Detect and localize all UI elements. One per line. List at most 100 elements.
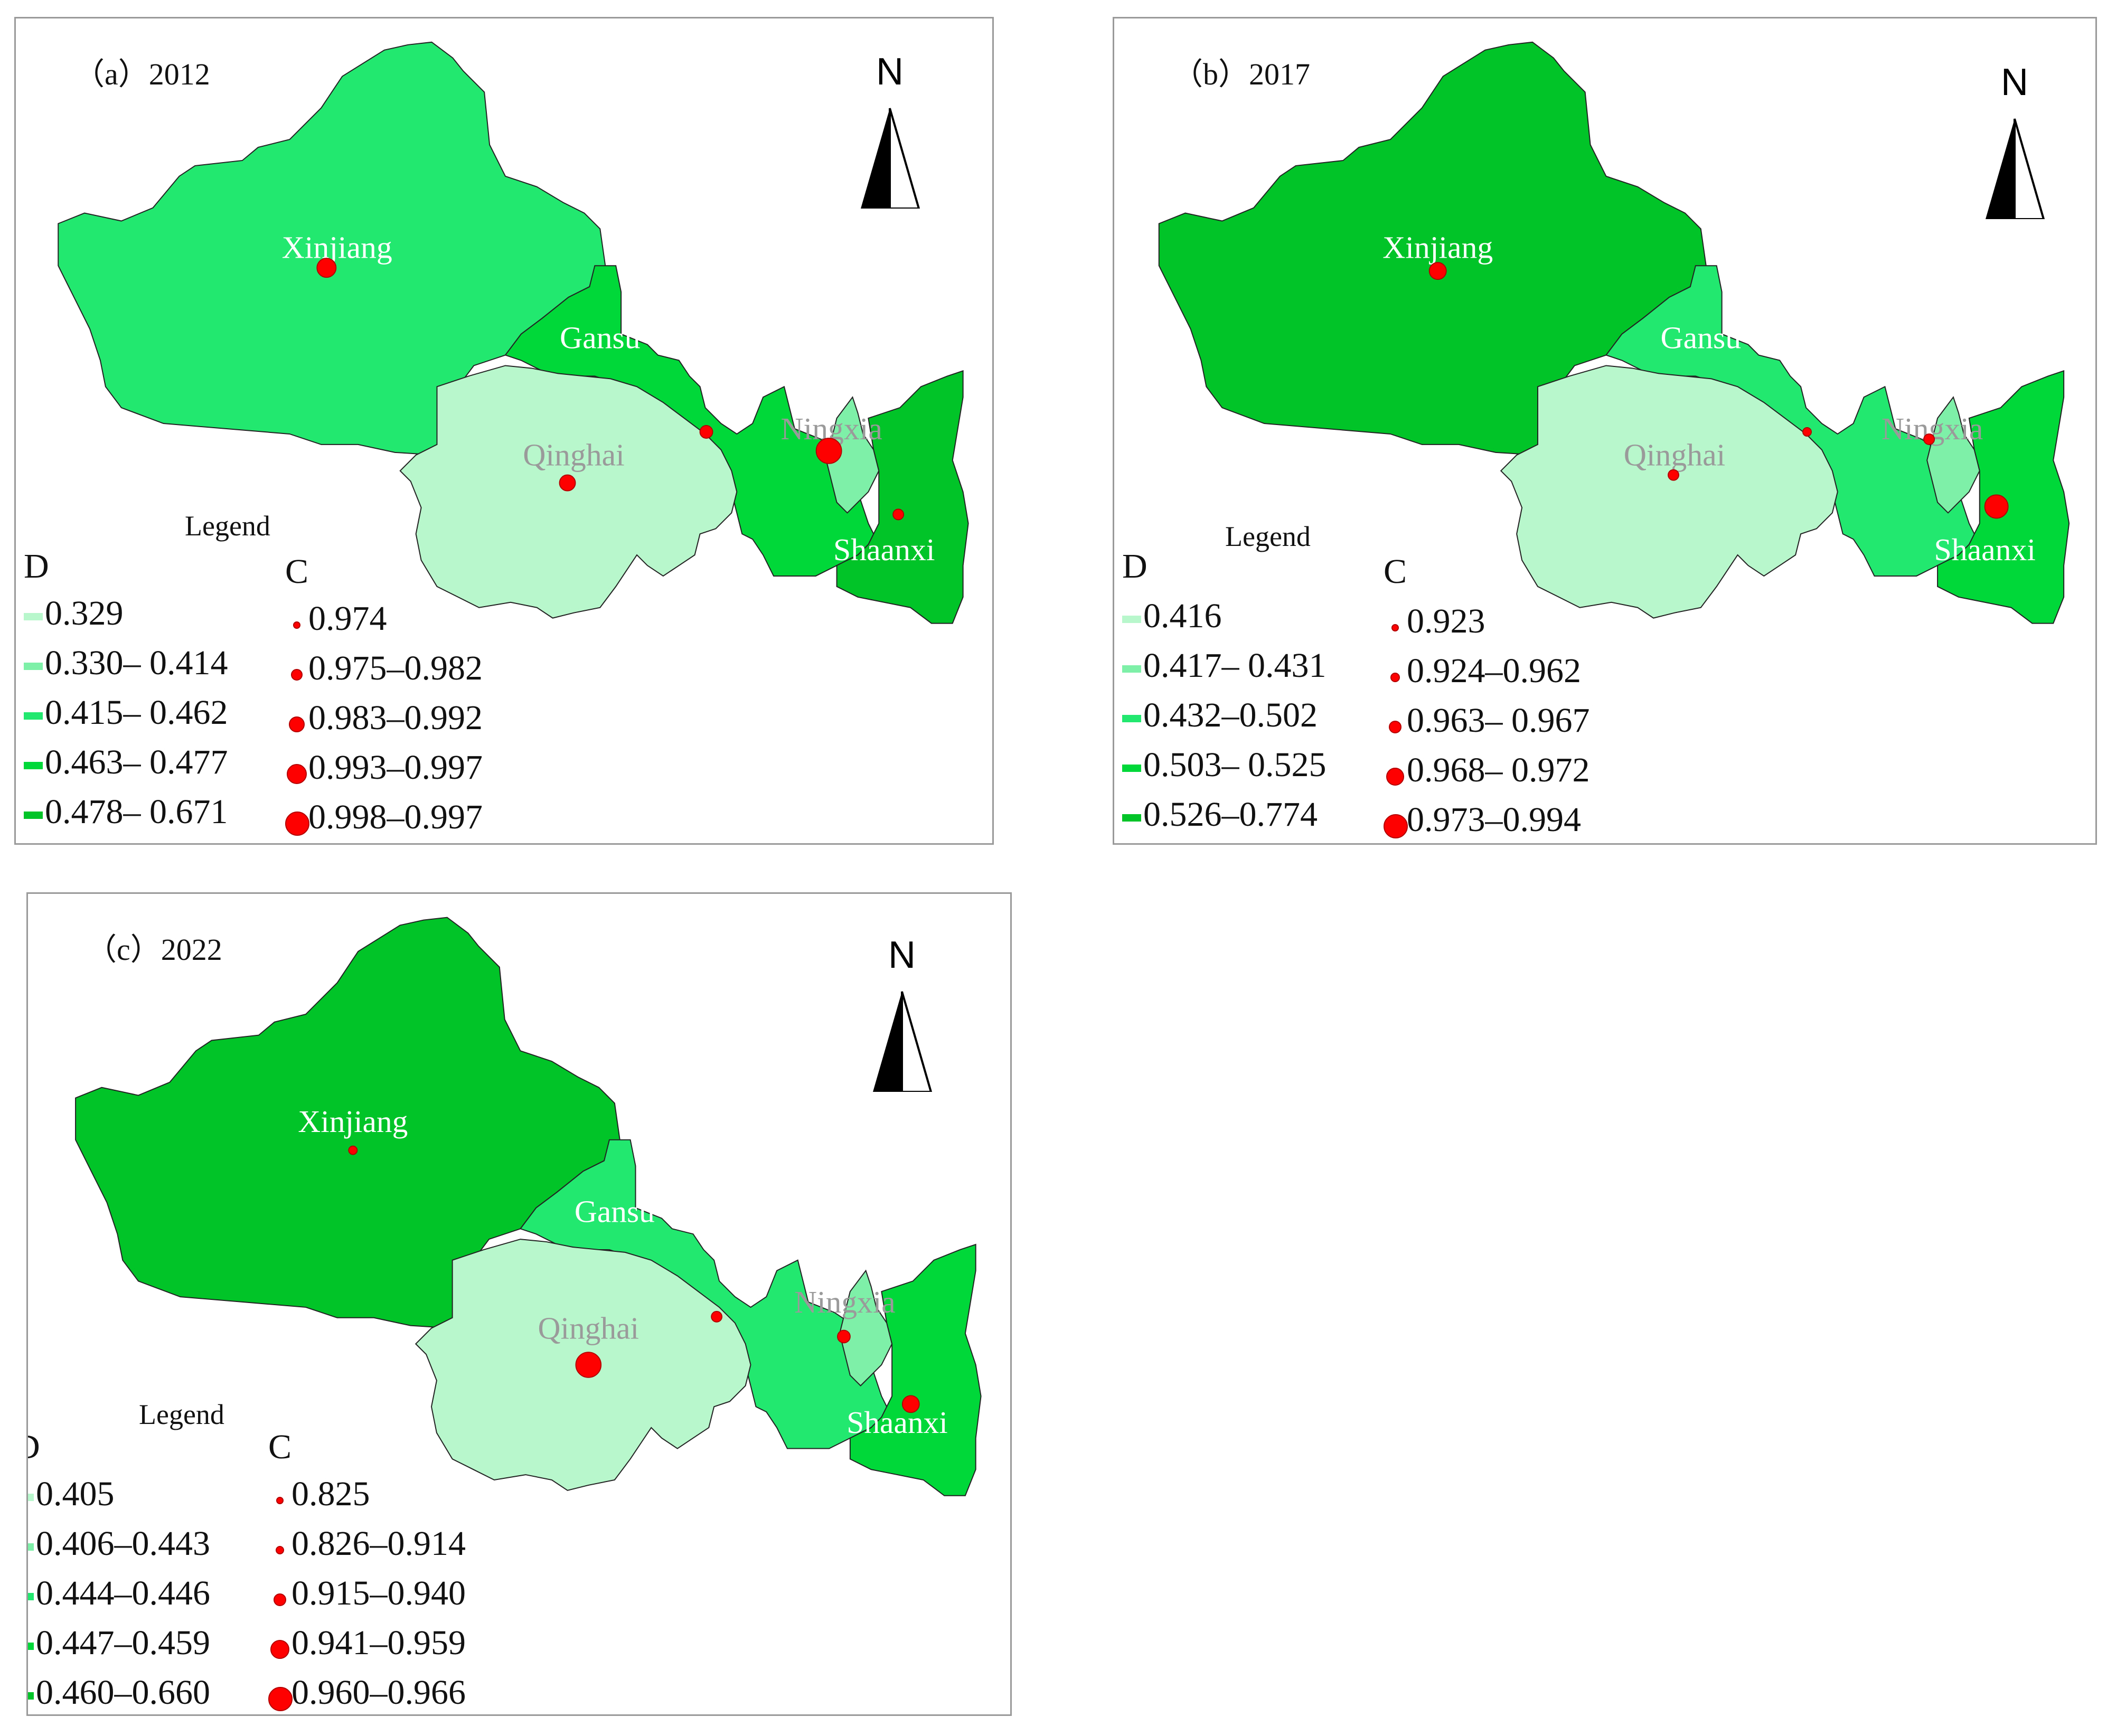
region-qinghai [1500,365,1838,619]
legend-d-header: D [24,547,49,586]
legend-d-label: 0.478– 0.671 [45,792,228,831]
legend-c-label: 0.973–0.994 [1407,800,1581,839]
legend-dot [270,1639,289,1659]
legend-dot [1391,624,1399,631]
legend-d-label: 0.406–0.443 [36,1524,210,1563]
legend-c-item: 0.968– 0.972 [1384,746,1590,795]
legend-c-item: 0.960–0.966 [268,1668,466,1714]
legend-c-item: 0.993–0.997 [285,743,483,792]
legend-c-label: 0.826–0.914 [291,1524,466,1563]
legend-d-item: 0.463– 0.477 [24,738,228,787]
c-dot-ningxia [837,1329,851,1344]
legend-title: Legend [139,1399,224,1430]
label-shaanxi: Shaanxi [1934,532,2036,567]
legend-d-list: 0.329 0.330– 0.414 0.415– 0.462 0.463– 0… [24,589,228,837]
legend-d-header: D [28,1427,40,1467]
legend-dot [287,763,307,784]
legend-c-label: 0.923 [1407,602,1485,640]
legend-c-item: 0.973–0.994 [1384,795,1590,843]
legend-d-list: 0.416 0.417– 0.431 0.432–0.502 0.503– 0.… [1122,591,1327,839]
legend-d-item: 0.405 [28,1469,210,1519]
legend-swatch [24,662,43,670]
legend-c-label: 0.960–0.966 [291,1673,466,1712]
legend-c-item: 0.975–0.982 [285,644,483,693]
c-dot-ningxia [1923,433,1935,445]
map-2022: Xinjiang Gansu Qinghai Ningxia Shaanxi [75,917,982,1496]
legend-swatch [24,712,43,720]
legend-d-label: 0.415– 0.462 [45,693,228,732]
label-qinghai: Qinghai [1624,438,1726,473]
c-dot-shaanxi [1984,494,2009,519]
legend-c-label: 0.941–0.959 [291,1624,466,1662]
legend-d-item: 0.432–0.502 [1122,691,1327,740]
c-dot-xinjiang [316,258,337,278]
panel-title: （c）2022 [86,932,222,967]
legend-dot [276,1496,284,1504]
map-2017: Xinjiang Gansu Qinghai Ningxia Shaanxi [1158,41,2070,624]
label-xinjiang: Xinjiang [282,230,392,265]
legend-c-item: 0.923 [1384,597,1590,646]
legend-c-header: C [285,552,309,591]
legend-swatch [28,1642,34,1650]
c-dot-qinghai [575,1352,602,1378]
north-arrow-icon: N [1980,61,2049,219]
legend-swatch [1122,615,1141,623]
legend-dot [1386,767,1404,786]
region-shaanxi [849,1243,982,1496]
north-letter: N [876,51,904,93]
c-dot-ningxia [815,437,842,464]
legend-swatch [1122,665,1141,673]
legend-title: Legend [185,510,270,542]
north-arrow-icon: N [855,50,924,209]
legend-d-label: 0.526–0.774 [1143,795,1318,834]
label-xinjiang: Xinjiang [298,1104,408,1139]
legend-dot [291,668,303,681]
label-gansu: Gansu [560,320,641,355]
legend-c-label: 0.968– 0.972 [1407,751,1590,789]
legend-d-item: 0.526–0.774 [1122,790,1327,839]
legend-c-item: 0.941–0.959 [268,1618,466,1668]
legend-c-item: 0.974 [285,594,483,644]
legend-d-item: 0.330– 0.414 [24,638,228,688]
legend-swatch [1122,714,1141,722]
legend-dot [1389,720,1401,733]
map-panel-2012: Xinjiang Gansu Qinghai Ningxia Shaanxi （… [14,17,994,845]
region-qinghai [399,365,738,619]
c-dot-gansu [711,1310,723,1323]
legend-d-label: 0.417– 0.431 [1143,646,1327,685]
legend-d-label: 0.330– 0.414 [45,644,228,682]
legend-d-item: 0.415– 0.462 [24,688,228,738]
legend-c-item: 0.826–0.914 [268,1519,466,1569]
label-ningxia: Ningxia [794,1285,896,1319]
legend-d-item: 0.478– 0.671 [24,787,228,837]
legend-swatch [1122,764,1141,772]
panel-title: （b）2017 [1172,57,1311,91]
legend-d-label: 0.503– 0.525 [1143,746,1327,784]
legend-d-item: 0.444–0.446 [28,1569,210,1618]
map-panel-2017: Xinjiang Gansu Qinghai Ningxia Shaanxi （… [1113,17,2097,845]
legend-c-label: 0.993–0.997 [308,748,483,787]
label-gansu: Gansu [1660,320,1741,355]
legend-d-label: 0.416 [1143,597,1222,635]
legend-c-item: 0.915–0.940 [268,1569,466,1618]
north-letter: N [2001,61,2028,103]
legend-d-label: 0.460–0.660 [36,1673,210,1712]
legend-d-header: D [1122,547,1147,586]
legend-c-header: C [1384,552,1407,591]
label-xinjiang: Xinjiang [1382,230,1493,265]
legend-swatch [1122,814,1141,822]
legend-title: Legend [1225,521,1311,552]
legend-d-item: 0.447–0.459 [28,1618,210,1668]
legend-d-label: 0.405 [36,1475,115,1513]
legend-dot [289,716,305,732]
legend-d-item: 0.460–0.660 [28,1668,210,1714]
legend-swatch [24,811,43,819]
legend-d-label: 0.444–0.446 [36,1574,210,1612]
legend-c-header: C [268,1428,292,1466]
legend-dot [268,1686,293,1711]
legend-dot [1384,814,1408,838]
legend-dot [293,621,300,629]
map-panel-2022: Xinjiang Gansu Qinghai Ningxia Shaanxi （… [26,892,1012,1716]
legend-c-label: 0.998–0.997 [308,798,483,836]
legend-swatch [28,1592,34,1600]
